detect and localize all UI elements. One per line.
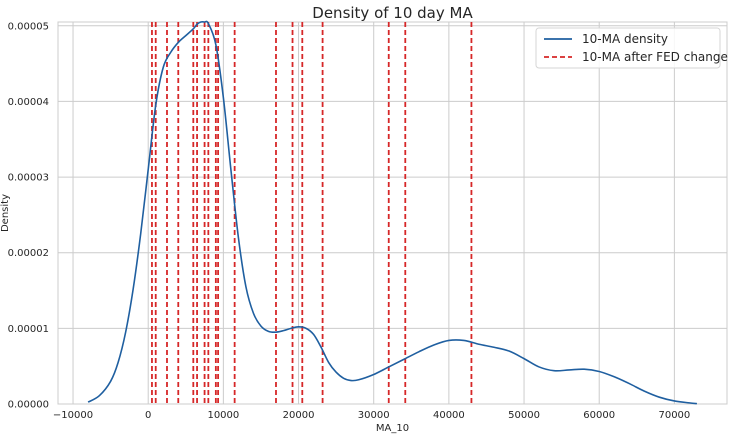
legend-label-density: 10-MA density (582, 32, 668, 46)
x-tick-labels: −10000 0 10000 20000 30000 40000 50000 60000 700… (53, 410, 690, 421)
legend: 10-MA density 10-MA after FED change (535, 27, 728, 69)
x-tick-label: 0 (145, 410, 151, 421)
fed-change-lines (151, 22, 473, 404)
x-tick-label: 30000 (358, 410, 390, 421)
y-tick-label: 0.00000 (8, 400, 49, 411)
y-tick-label: 0.00001 (8, 324, 49, 335)
x-tick-label: −10000 (53, 410, 93, 421)
y-tick-label: 0.00003 (8, 173, 49, 184)
chart-title: Density of 10 day MA (312, 4, 473, 22)
x-tick-label: 60000 (583, 410, 615, 421)
y-axis-label: Density (0, 194, 11, 232)
grid (58, 22, 727, 405)
x-tick-label: 70000 (658, 410, 690, 421)
legend-box (535, 27, 721, 69)
x-tick-label: 10000 (207, 410, 239, 421)
x-tick-label: 50000 (508, 410, 540, 421)
y-tick-label: 0.00005 (8, 21, 49, 32)
plot-area (57, 21, 728, 405)
y-tick-label: 0.00004 (8, 97, 49, 108)
legend-label-fed-change: 10-MA after FED change (582, 50, 728, 64)
y-tick-label: 0.00002 (8, 248, 49, 259)
y-tick-labels: 0.00000 0.00001 0.00002 0.00003 0.00004 0.000… (8, 21, 49, 410)
x-tick-label: 40000 (433, 410, 465, 421)
x-axis-label: MA_10 (376, 423, 409, 434)
x-tick-label: 20000 (283, 410, 315, 421)
density-curve (87, 20, 698, 405)
